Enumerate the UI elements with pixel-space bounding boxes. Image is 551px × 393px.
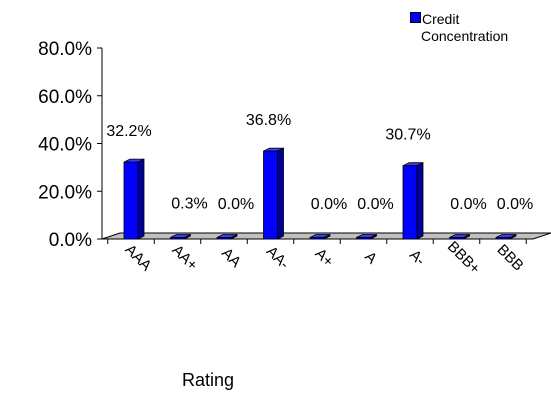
bar-front: [263, 150, 278, 240]
bar: [263, 147, 284, 240]
bar: [402, 162, 424, 240]
data-label: 32.2%: [106, 123, 151, 140]
bar-front: [402, 165, 418, 240]
y-tick-label: 20.0%: [38, 182, 92, 203]
bar: [356, 233, 377, 240]
x-tick-label: A+: [312, 245, 337, 270]
bar-front: [170, 237, 185, 240]
bar-front: [309, 237, 325, 240]
x-tick-label: AA+: [168, 242, 201, 275]
data-label: 0.0%: [218, 196, 254, 213]
y-tick-label: 0.0%: [49, 230, 92, 251]
x-tick-label: A-: [406, 247, 429, 270]
data-label: 0.0%: [497, 196, 533, 213]
x-tick-label: BBB: [494, 241, 527, 274]
bar: [449, 233, 470, 240]
legend-label-line1: Credit: [422, 11, 460, 27]
bar-front: [216, 237, 232, 240]
bar-side: [277, 147, 284, 240]
x-tick-label: BBB+: [444, 238, 484, 278]
bar-side: [416, 162, 424, 240]
x-tick-label: AA: [218, 245, 244, 271]
data-label: 0.0%: [450, 196, 486, 213]
legend: Credit Concentration: [410, 11, 508, 45]
data-label: 0.0%: [311, 196, 347, 213]
x-tick-label: AAA: [122, 241, 155, 274]
bar-front: [356, 237, 371, 240]
bar: [170, 233, 191, 240]
y-tick-label: 60.0%: [38, 87, 92, 108]
data-label: 30.7%: [385, 127, 430, 144]
bar-front: [123, 161, 139, 240]
data-label: 36.8%: [246, 112, 291, 129]
bar: [495, 233, 517, 240]
x-tick-label: A: [361, 248, 380, 267]
bar: [309, 233, 331, 240]
bar-side: [137, 158, 145, 240]
bar: [216, 233, 238, 240]
data-label: 0.0%: [357, 196, 393, 213]
y-tick-label: 40.0%: [38, 135, 92, 156]
bar-front: [495, 237, 511, 240]
x-axis-title: Rating: [181, 370, 235, 390]
legend-swatch: [410, 12, 421, 23]
data-label: 0.3%: [171, 195, 207, 212]
x-tick-label: AA-: [263, 243, 293, 273]
bar: [123, 158, 145, 240]
legend-label-line2: Concentration: [421, 28, 509, 44]
bar-front: [449, 237, 464, 240]
y-tick-label: 80.0%: [38, 39, 92, 60]
